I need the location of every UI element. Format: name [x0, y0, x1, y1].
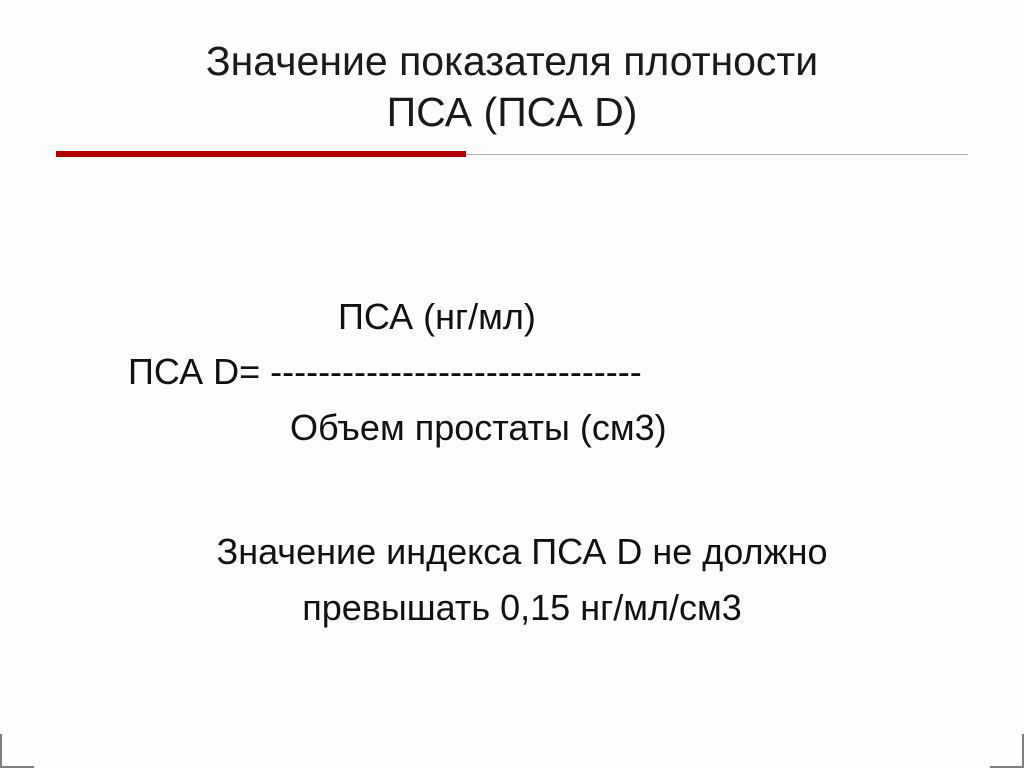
formula-denominator: Объем простаты (см3) [116, 400, 928, 456]
corner-decoration-bottom-left [0, 734, 34, 768]
threshold-note-line1: Значение индекса ПСА D не должно [116, 524, 928, 580]
threshold-note: Значение индекса ПСА D не должно превыша… [116, 524, 928, 636]
slide-title-line2: ПСА (ПСА D) [56, 87, 968, 138]
title-underline [56, 151, 968, 159]
corner-decoration-bottom-right [990, 734, 1024, 768]
slide: Значение показателя плотности ПСА (ПСА D… [0, 0, 1024, 768]
title-underline-thick [56, 151, 466, 157]
formula-equation: ПСА D= ------------------------------- [116, 344, 928, 400]
slide-title-line1: Значение показателя плотности [56, 36, 968, 87]
slide-content: ПСА (нг/мл) ПСА D= ---------------------… [56, 289, 968, 636]
slide-title-block: Значение показателя плотности ПСА (ПСА D… [56, 36, 968, 139]
threshold-note-line2: превышать 0,15 нг/мл/см3 [116, 580, 928, 636]
formula-numerator: ПСА (нг/мл) [116, 289, 928, 345]
